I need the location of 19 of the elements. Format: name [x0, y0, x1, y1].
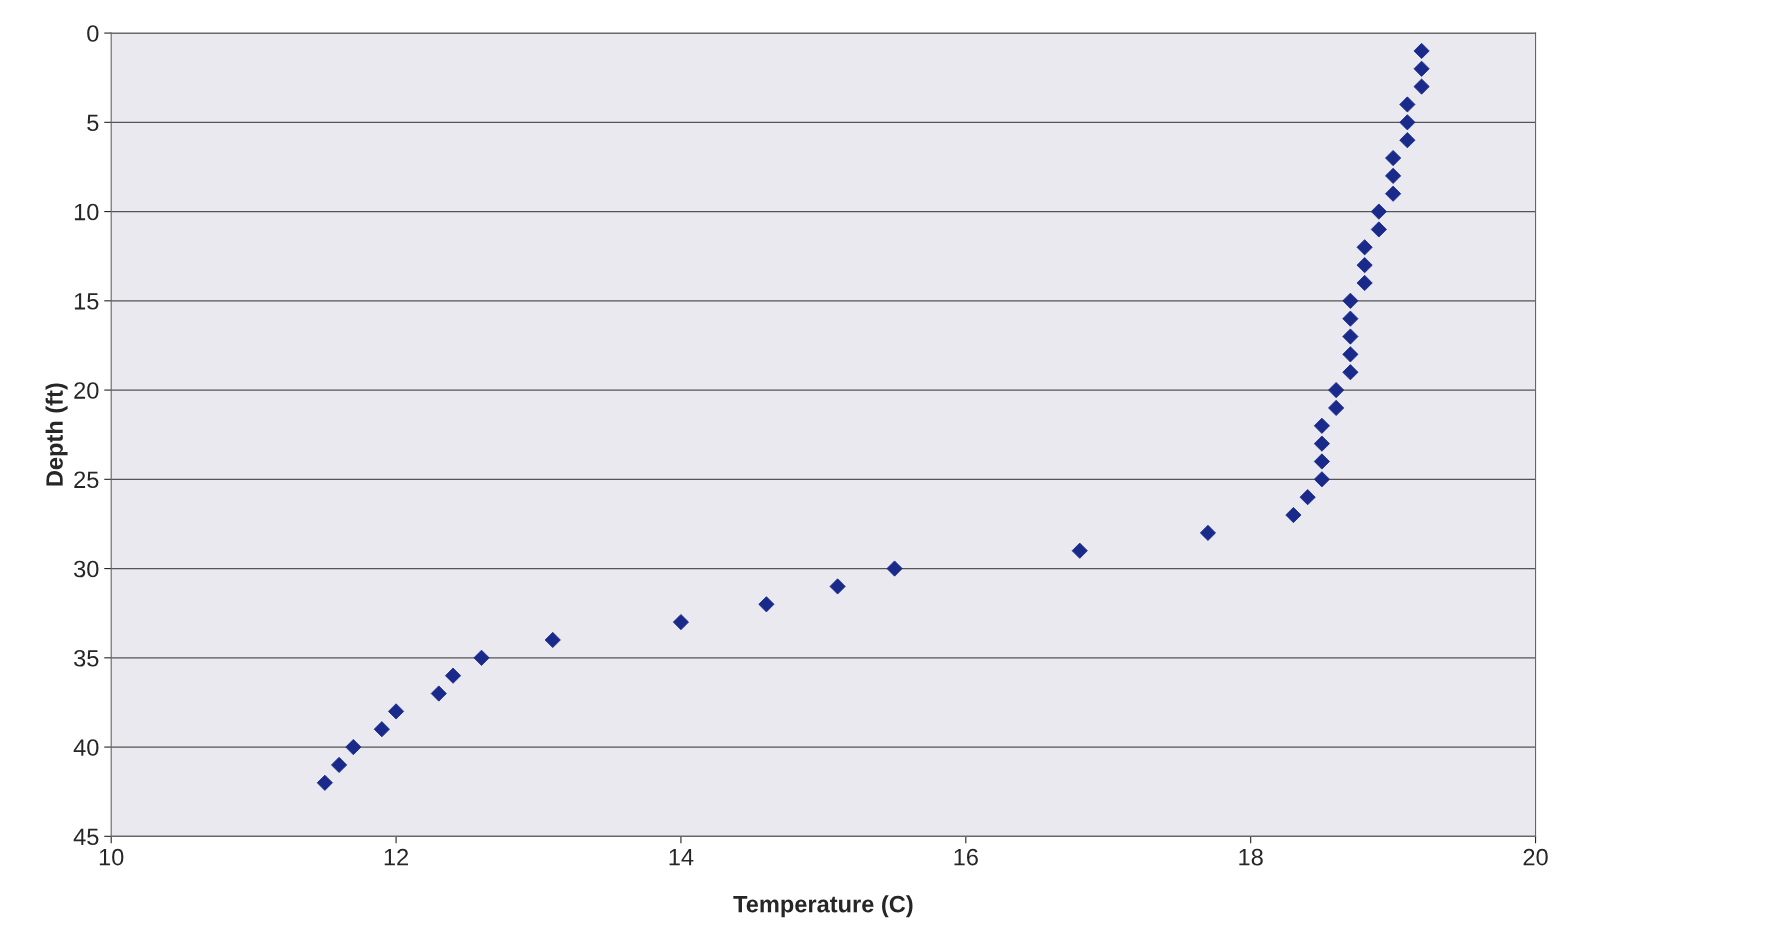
x-tick-label: 16 [954, 848, 978, 866]
y-tick-label: 0 [87, 25, 99, 42]
y-tick-label: 10 [74, 203, 99, 221]
y-tick-label: 40 [73, 739, 99, 756]
y-tick-label: 45 [73, 828, 99, 846]
x-tick-label: 12 [384, 848, 409, 866]
point [1299, 489, 1316, 506]
x-tick-label: 20 [1523, 848, 1548, 866]
y-tick-label: 25 [74, 471, 99, 489]
y-tick-label: 30 [74, 560, 99, 578]
x-tick-label: 18 [1239, 848, 1263, 866]
y-tick-label: 20 [74, 382, 99, 399]
y-tick-label: 35 [74, 649, 99, 667]
x-axis-title: Temperature (C) [733, 895, 913, 918]
y-axis-title: Depth (ft) [45, 383, 68, 486]
x-tick-label: 14 [669, 849, 694, 866]
y-tick-label: 15 [74, 293, 99, 310]
y-tick-label: 5 [87, 114, 99, 132]
x-tick-label: 10 [99, 848, 124, 866]
